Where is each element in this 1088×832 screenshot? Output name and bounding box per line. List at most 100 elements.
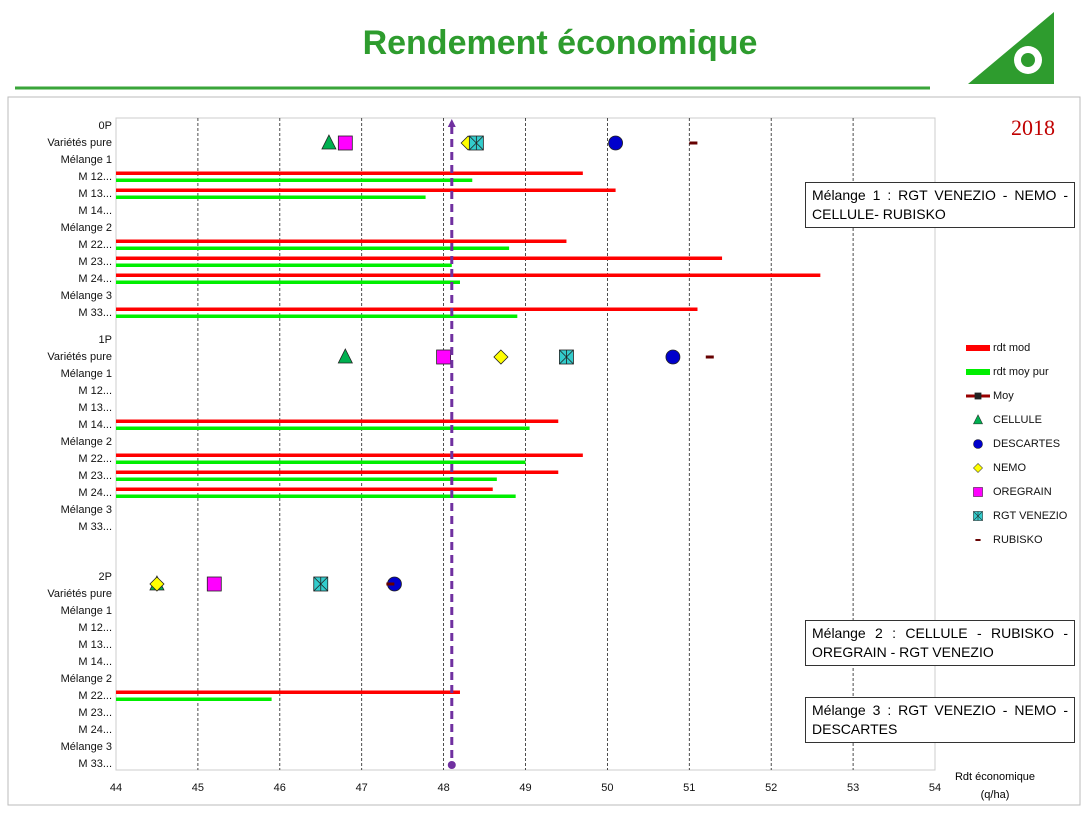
legend-label: DESCARTES: [993, 438, 1060, 450]
legend-swatch: [973, 463, 983, 473]
x-tick-label: 49: [519, 782, 531, 794]
y-tick-label: M 24...: [78, 724, 112, 736]
marker-part: [689, 141, 698, 145]
marker-part: [313, 576, 329, 592]
bar: [116, 470, 559, 474]
y-tick-label: Mélange 3: [61, 290, 112, 302]
bar: [116, 487, 493, 491]
marker: [337, 348, 353, 364]
y-tick-label: Mélange 2: [61, 436, 112, 448]
bar: [116, 171, 583, 175]
legend-label: RUBISKO: [993, 534, 1043, 546]
marker-part: [974, 392, 982, 400]
bar: [116, 314, 518, 318]
logo-letter-inner: [1021, 53, 1035, 67]
marker-part: [469, 135, 484, 151]
legend-swatch: [973, 439, 983, 449]
legend-swatch: [973, 414, 983, 425]
marker: [493, 349, 509, 365]
marker-part: [436, 349, 452, 365]
legend-label: CELLULE: [993, 414, 1042, 426]
bar: [116, 239, 567, 243]
y-tick-label: Mélange 1: [61, 368, 112, 380]
marker: [436, 349, 452, 365]
marker: [665, 349, 681, 365]
x-tick-label: 45: [192, 782, 204, 794]
note: Mélange 2 : CELLULE - RUBISKO - OREGRAIN…: [805, 620, 1075, 666]
marker-part: [559, 349, 574, 365]
marker-part: [493, 349, 509, 365]
marker: [321, 134, 337, 150]
x-tick-label: 46: [274, 782, 286, 794]
marker-part: [386, 582, 395, 586]
marker: [337, 135, 353, 151]
marker: [608, 135, 623, 151]
group-label: 0P: [99, 120, 112, 132]
marker: [559, 349, 574, 365]
marker: [689, 141, 698, 145]
bar: [116, 195, 426, 199]
y-tick-label: M 13...: [78, 639, 112, 651]
y-tick-label: M 14...: [78, 419, 112, 431]
y-tick-label: Variétés pure: [47, 351, 112, 363]
y-tick-label: Mélange 2: [61, 222, 112, 234]
x-tick-label: 52: [765, 782, 777, 794]
bar: [116, 477, 497, 481]
y-tick-label: M 13...: [78, 402, 112, 414]
x-tick-label: 53: [847, 782, 859, 794]
y-tick-label: M 12...: [78, 385, 112, 397]
y-tick-label: Variétés pure: [47, 137, 112, 149]
x-tick-label: 50: [601, 782, 613, 794]
x-tick-label: 51: [683, 782, 695, 794]
y-tick-label: M 14...: [78, 656, 112, 668]
y-tick-label: M 33...: [78, 758, 112, 770]
legend-label: rdt moy pur: [993, 366, 1049, 378]
bar: [116, 307, 698, 311]
bar: [116, 426, 530, 430]
y-tick-label: Variétés pure: [47, 588, 112, 600]
marker-part: [149, 576, 165, 592]
legend-swatch: [973, 511, 983, 521]
logo: [968, 12, 1054, 84]
y-tick-label: M 33...: [78, 521, 112, 533]
y-tick-label: M 24...: [78, 487, 112, 499]
marker-part: [665, 349, 681, 365]
y-tick-label: Mélange 2: [61, 673, 112, 685]
bar: [116, 419, 559, 423]
bar: [116, 697, 272, 701]
x-tick-label: 44: [110, 782, 122, 794]
marker: [313, 576, 329, 592]
x-tick-label: 47: [356, 782, 368, 794]
y-tick-label: M 22...: [78, 690, 112, 702]
marker-part: [337, 135, 353, 151]
legend-label: RGT VENEZIO: [993, 510, 1068, 522]
bar: [116, 178, 473, 182]
marker-part: [975, 539, 981, 541]
marker-part: [973, 463, 983, 473]
y-tick-label: M 22...: [78, 453, 112, 465]
marker: [206, 576, 222, 592]
y-tick-label: M 14...: [78, 205, 112, 217]
legend-label: OREGRAIN: [993, 486, 1052, 498]
y-tick-label: M 22...: [78, 239, 112, 251]
bar: [116, 453, 583, 457]
y-tick-label: Mélange 1: [61, 154, 112, 166]
legend-swatch: [966, 392, 990, 400]
y-tick-label: Mélange 3: [61, 504, 112, 516]
legend-swatch: [975, 539, 981, 541]
marker-part: [973, 487, 983, 497]
bar: [116, 263, 452, 267]
marker: [705, 355, 714, 359]
y-tick-label: M 24...: [78, 273, 112, 285]
marker: [468, 135, 484, 151]
y-tick-label: M 23...: [78, 470, 112, 482]
reference-end: [447, 761, 456, 769]
title: Rendement économique: [363, 24, 758, 62]
note: Mélange 1 : RGT VENEZIO - NEMO - CELLULE…: [805, 182, 1075, 228]
marker-part: [973, 439, 983, 449]
bar: [116, 188, 616, 192]
marker-part: [206, 576, 222, 592]
legend-swatch: [966, 345, 990, 351]
chart-frame: [7, 96, 1081, 806]
